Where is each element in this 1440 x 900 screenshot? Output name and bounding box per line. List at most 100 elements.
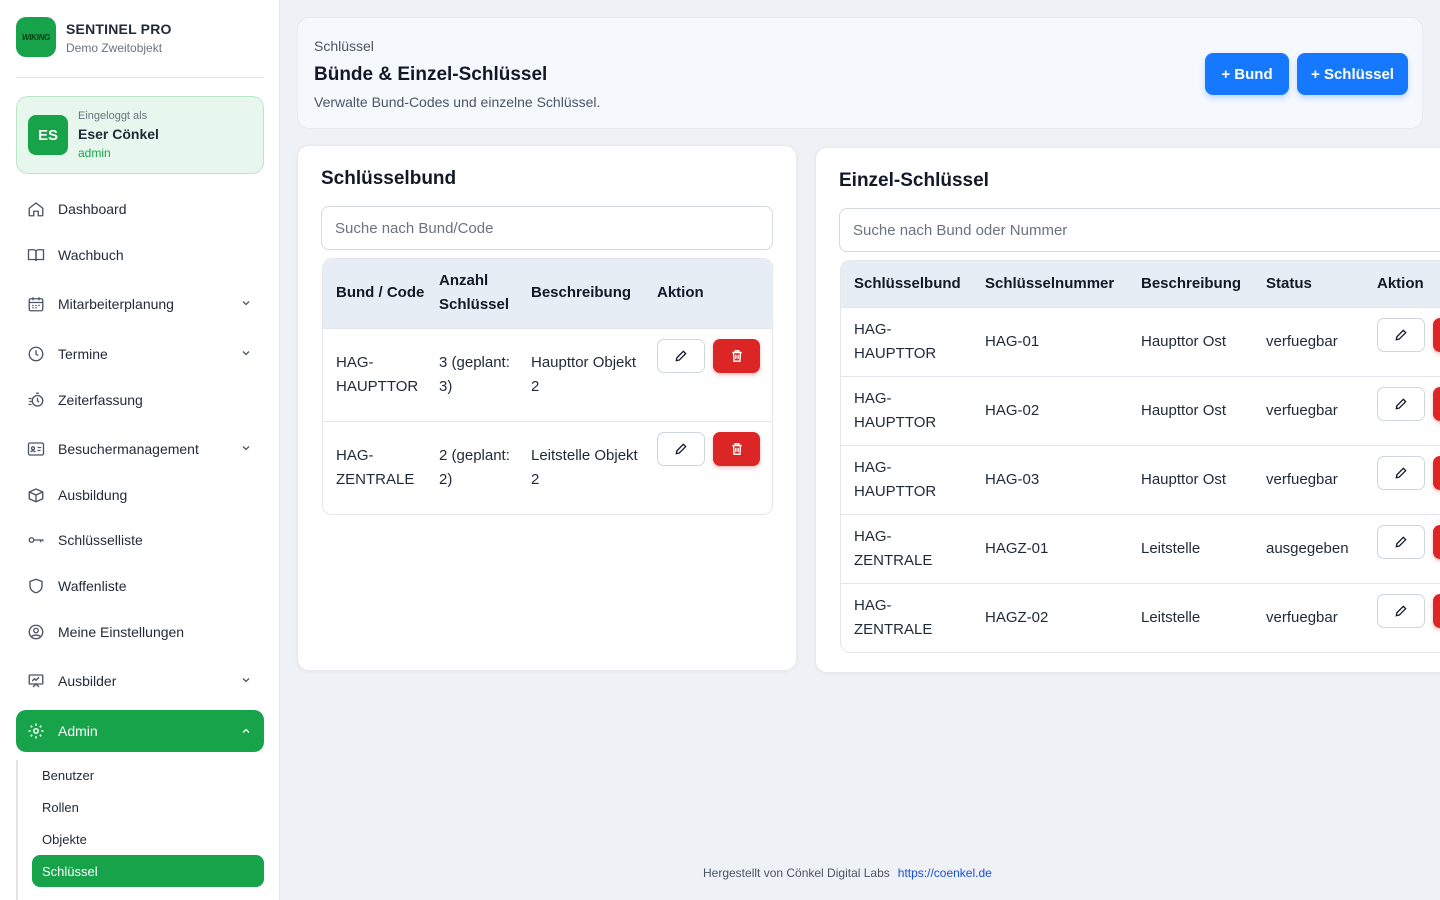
einzel-search-input[interactable] (839, 208, 1440, 252)
admin-subnav: Benutzer Rollen Objekte Schlüssel (16, 760, 264, 900)
add-schluessel-button[interactable]: + Schlüssel (1297, 53, 1408, 95)
bund-cell: HAG-HAUPTTOR (841, 306, 972, 376)
nummer-cell: HAG-03 (972, 444, 1128, 514)
bund-cell: HAG-ZENTRALE (841, 513, 972, 583)
sidebar-item-label: Mitarbeiterplanung (58, 296, 174, 312)
column-header[interactable]: Bund / Code (336, 284, 425, 302)
edit-button[interactable] (1377, 317, 1425, 352)
beschreibung-cell: Haupttor Ost (1128, 375, 1253, 445)
sidebar-item-termine[interactable]: Termine (16, 332, 264, 376)
action-cell (1364, 513, 1440, 583)
bund-table: Bund / Code Anzahl Schlüssel Beschreibun… (322, 258, 773, 515)
edit-button[interactable] (1377, 455, 1425, 490)
column-header[interactable]: Beschreibung (531, 284, 632, 302)
brand-logo: WIKING (16, 17, 56, 57)
table-header-row: Schlüsselbund Schlüsselnummer Beschreibu… (841, 261, 1440, 307)
edit-button[interactable] (1377, 593, 1425, 628)
bund-cell: HAG-ZENTRALE (841, 582, 972, 652)
shield-icon (26, 576, 46, 596)
sidebar-item-label: Dashboard (58, 201, 127, 217)
column-header[interactable]: Beschreibung (1141, 274, 1242, 292)
anzahl-cell: 3 (geplant: 3) (426, 327, 518, 421)
sidebar-item-label: Besuchermanagement (58, 441, 199, 457)
sidebar-item-wachbuch[interactable]: Wachbuch (16, 233, 264, 277)
pencil-icon (1395, 466, 1407, 478)
chevron-up-icon (240, 724, 252, 740)
breadcrumb: Schlüssel (314, 38, 374, 54)
pencil-icon (1395, 604, 1407, 616)
sidebar-item-zeiterfassung[interactable]: Zeiterfassung (16, 378, 264, 422)
sidebar: WIKING SENTINEL PRO Demo Zweitobjekt ES … (0, 0, 280, 900)
subnav-item-objekte[interactable]: Objekte (42, 831, 87, 847)
status-cell: verfuegbar (1253, 375, 1364, 445)
subnav-item-schluessel[interactable]: Schlüssel (32, 855, 264, 887)
row-actions (1377, 386, 1440, 421)
edit-button[interactable] (1377, 386, 1425, 421)
bund-search-input[interactable] (321, 206, 773, 250)
action-cell (1364, 444, 1440, 514)
sidebar-item-mitarbeiterplanung[interactable]: Mitarbeiterplanung (16, 282, 264, 326)
sidebar-item-label: Ausbilder (58, 673, 117, 689)
bund-code-cell: HAG-ZENTRALE (323, 420, 426, 514)
sidebar-item-label: Ausbildung (58, 487, 128, 503)
sidebar-item-label: Zeiterfassung (58, 392, 143, 408)
delete-button[interactable] (713, 431, 760, 466)
column-header[interactable]: Schlüsselbund (854, 274, 961, 292)
action-cell (644, 327, 772, 421)
chevron-down-icon (240, 673, 252, 689)
bund-panel-title: Schlüsselbund (321, 168, 457, 189)
subnav-item-benutzer[interactable]: Benutzer (42, 767, 95, 783)
status-cell: ausgegeben (1253, 513, 1364, 583)
home-icon (26, 199, 46, 219)
column-header[interactable]: Status (1266, 274, 1312, 292)
beschreibung-cell: Leitstelle (1128, 582, 1253, 652)
user-caption: Eingeloggt als (78, 110, 148, 122)
footer-link[interactable]: https://coenkel.de (897, 866, 992, 880)
table-row: HAG-HAUPTTOR HAG-03 Haupttor Ost verfueg… (841, 444, 1440, 514)
bund-panel: Schlüsselbund Bund / Code Anzahl Schlüss… (297, 145, 797, 671)
chevron-down-icon (240, 296, 252, 312)
beschreibung-cell: Haupttor Objekt 2 (518, 327, 644, 421)
delete-button[interactable] (1433, 524, 1440, 559)
package-icon (26, 485, 46, 505)
delete-button[interactable] (713, 338, 760, 373)
einzel-panel: Einzel-Schlüssel Schlüsselbund Schlüssel… (815, 147, 1440, 673)
sidebar-item-admin[interactable]: Admin (16, 710, 264, 752)
status-cell: verfuegbar (1253, 582, 1364, 652)
delete-button[interactable] (1433, 386, 1440, 421)
sidebar-item-ausbildung[interactable]: Ausbildung (16, 473, 264, 517)
einzel-table: Schlüsselbund Schlüsselnummer Beschreibu… (840, 260, 1440, 653)
page-subtitle: Verwalte Bund-Codes und einzelne Schlüss… (314, 94, 601, 110)
user-info: Eingeloggt als Eser Cönkel admin (78, 110, 159, 160)
subnav-item-rollen[interactable]: Rollen (42, 799, 79, 815)
pencil-icon (675, 349, 687, 361)
trash-icon (731, 442, 742, 455)
delete-button[interactable] (1433, 593, 1440, 628)
sidebar-item-ausbilder[interactable]: Ausbilder (16, 659, 264, 703)
action-cell (1364, 582, 1440, 652)
delete-button[interactable] (1433, 455, 1440, 490)
row-actions (1377, 593, 1440, 628)
sidebar-item-waffenliste[interactable]: Waffenliste (16, 564, 264, 608)
column-header[interactable]: Anzahl Schlüssel (439, 272, 510, 314)
user-card: ES Eingeloggt als Eser Cönkel admin (16, 96, 264, 174)
edit-button[interactable] (1377, 524, 1425, 559)
brand-name: SENTINEL PRO (66, 20, 172, 37)
sidebar-item-einstellungen[interactable]: Meine Einstellungen (16, 610, 264, 654)
action-cell (644, 420, 772, 514)
brand[interactable]: WIKING SENTINEL PRO Demo Zweitobjekt (16, 17, 172, 57)
chevron-down-icon (240, 346, 252, 362)
sidebar-item-dashboard[interactable]: Dashboard (16, 187, 264, 231)
book-icon (26, 245, 46, 265)
add-bund-button[interactable]: + Bund (1205, 53, 1289, 95)
delete-button[interactable] (1433, 317, 1440, 352)
edit-button[interactable] (657, 338, 705, 373)
beschreibung-cell: Haupttor Ost (1128, 306, 1253, 376)
nummer-cell: HAG-01 (972, 306, 1128, 376)
sidebar-item-besuchermanagement[interactable]: Besuchermanagement (16, 427, 264, 471)
sidebar-item-schluesselliste[interactable]: Schlüsselliste (16, 518, 264, 562)
sidebar-item-label: Termine (58, 346, 108, 362)
bund-cell: HAG-HAUPTTOR (841, 444, 972, 514)
edit-button[interactable] (657, 431, 705, 466)
column-header[interactable]: Schlüsselnummer (985, 274, 1115, 292)
